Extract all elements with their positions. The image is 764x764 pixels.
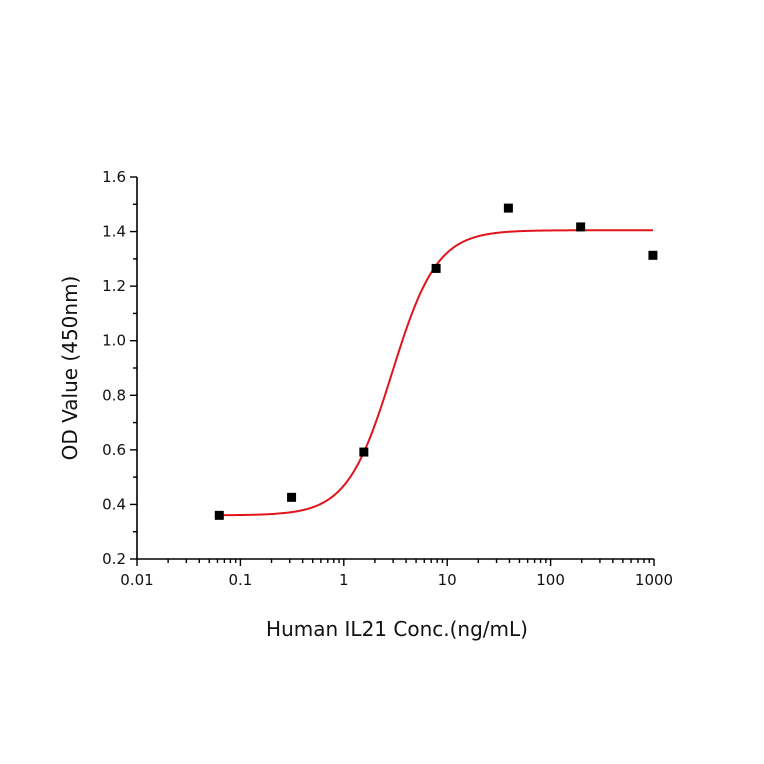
x-tick-label: 1	[339, 571, 349, 589]
y-axis-title: OD Value (450nm)	[58, 276, 82, 461]
x-tick-label: 0.1	[228, 571, 252, 589]
data-point	[648, 250, 658, 260]
x-tick-label: 1000	[635, 571, 673, 589]
y-tick-label: 1.6	[102, 168, 126, 186]
x-axis-ticks: 0.01 0.1 1 10 100 1000	[120, 559, 673, 589]
data-point	[431, 263, 441, 273]
y-tick-label: 0.4	[102, 495, 126, 513]
y-tick-label: 0.2	[102, 550, 126, 568]
y-tick-label: 0.8	[102, 386, 126, 404]
data-point	[359, 447, 369, 457]
x-tick-label: 10	[438, 571, 457, 589]
data-points	[214, 203, 658, 520]
data-point	[287, 492, 297, 502]
y-tick-label: 0.6	[102, 441, 126, 459]
x-tick-label: 100	[536, 571, 565, 589]
data-point	[576, 222, 586, 232]
x-tick-label: 0.01	[120, 571, 153, 589]
data-point	[214, 510, 224, 520]
y-tick-label: 1.4	[102, 223, 126, 241]
fit-curve	[219, 229, 653, 517]
y-tick-label: 1.0	[102, 332, 126, 350]
y-axis-ticks: 0.2 0.4 0.6 0.8 1.0 1.2 1.4 1.6	[102, 168, 137, 568]
x-axis-title: Human IL21 Conc.(ng/mL)	[266, 617, 528, 641]
data-point	[503, 203, 513, 213]
y-tick-label: 1.2	[102, 277, 126, 295]
